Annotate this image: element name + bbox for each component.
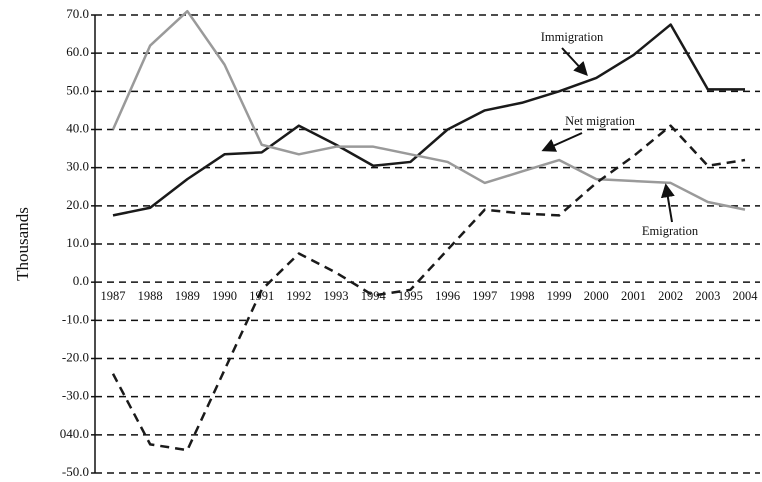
annotation: Immigration [541, 30, 604, 44]
y-tick-label: -30.0 [62, 388, 89, 403]
series-line [111, 9, 746, 211]
annotation: Net migration [565, 114, 636, 128]
y-tick-label: -50.0 [62, 464, 89, 479]
y-tick-label: 60.0 [66, 44, 89, 59]
x-tick-label: 2002 [658, 289, 683, 303]
x-tick-label: 1992 [286, 289, 311, 303]
y-tick-label: 0.0 [73, 273, 89, 288]
y-tick-label: 30.0 [66, 159, 89, 174]
x-tick-label: 1990 [212, 289, 237, 303]
x-tick-label: 1997 [472, 289, 497, 303]
y-tick-label: 50.0 [66, 82, 89, 97]
annotation: Emigration [642, 224, 699, 238]
y-tick-label: 10.0 [66, 235, 89, 250]
x-tick-label: 1989 [175, 289, 200, 303]
x-tick-label: 1991 [249, 289, 274, 303]
y-tick-label: -20.0 [62, 349, 89, 364]
x-tick-label: 1987 [101, 289, 126, 303]
annotation-arrow [561, 47, 588, 77]
x-tick-label: 1993 [324, 289, 349, 303]
y-tick-label: 40.0 [66, 120, 89, 135]
y-axis-label: Thousands [13, 207, 32, 281]
x-tick-label: 2001 [621, 289, 646, 303]
y-tick-label: 70.0 [66, 6, 89, 21]
series-line [111, 124, 746, 452]
x-tick-label: 1988 [138, 289, 163, 303]
x-tick-label: 1996 [435, 289, 460, 303]
y-tick-label: 20.0 [66, 197, 89, 212]
series-line [112, 23, 745, 217]
x-tick-label: 2004 [733, 289, 759, 303]
x-tick-label: 2000 [584, 289, 609, 303]
y-tick-label: 040.0 [60, 426, 89, 441]
y-tick-label: -10.0 [62, 311, 89, 326]
x-tick-label: 1999 [547, 289, 572, 303]
annotation-arrow [660, 183, 675, 223]
annotation-arrow [541, 132, 583, 152]
x-tick-label: 1998 [509, 289, 534, 303]
x-tick-label: 2003 [695, 289, 720, 303]
x-tick-label: 1995 [398, 289, 423, 303]
